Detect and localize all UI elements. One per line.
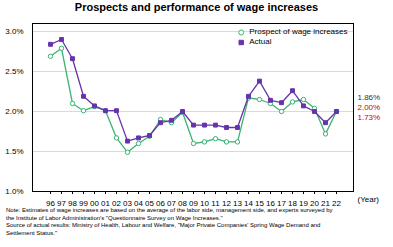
svg-text:1.0%: 1.0%: [5, 187, 23, 196]
svg-text:18: 18: [288, 199, 297, 207]
svg-text:Prospect of wage increases: Prospect of wage increases: [249, 27, 347, 36]
svg-text:10: 10: [200, 199, 209, 207]
svg-text:04: 04: [134, 199, 143, 207]
svg-text:2.0%: 2.0%: [5, 107, 23, 116]
svg-text:98: 98: [68, 199, 77, 207]
svg-text:20: 20: [310, 199, 319, 207]
svg-text:12: 12: [222, 199, 231, 207]
svg-text:01: 01: [101, 199, 110, 207]
svg-text:13: 13: [233, 199, 242, 207]
svg-text:2.5%: 2.5%: [5, 67, 23, 76]
svg-text:1.5%: 1.5%: [5, 147, 23, 156]
svg-text:09: 09: [189, 199, 198, 207]
html-text:Source of actual results: Mini: Source of actual results: Ministry of He…: [6, 222, 321, 228]
svg-text:21: 21: [321, 199, 330, 207]
html-text:Note: Estimates of wage increa: Note: Estimates of wage increases are ba…: [6, 207, 333, 213]
svg-text:02: 02: [112, 199, 121, 207]
svg-text:11: 11: [211, 199, 220, 207]
html-text:the Institute of Labor Adminis: the Institute of Labor Administration's …: [6, 214, 223, 221]
svg-text:3.0%: 3.0%: [5, 27, 23, 36]
svg-text:15: 15: [255, 199, 264, 207]
svg-text:05: 05: [145, 199, 154, 207]
svg-text:2.00%: 2.00%: [358, 103, 381, 112]
svg-text:99: 99: [79, 199, 88, 207]
svg-text:08: 08: [178, 199, 187, 207]
svg-text:07: 07: [167, 199, 176, 207]
svg-text:17: 17: [277, 199, 286, 207]
svg-text:(Year): (Year): [358, 195, 380, 204]
svg-text:97: 97: [57, 199, 66, 207]
svg-text:Actual: Actual: [249, 37, 271, 46]
svg-text:14: 14: [244, 199, 253, 207]
html-text:Settlement Status.": Settlement Status.": [6, 229, 58, 236]
svg-text:1.73%: 1.73%: [358, 113, 381, 122]
svg-text:19: 19: [299, 199, 308, 207]
svg-text:96: 96: [46, 199, 55, 207]
html-text:Prospects and performance of w: Prospects and performance of wage increa…: [74, 1, 319, 13]
svg-text:00: 00: [90, 199, 99, 207]
svg-text:06: 06: [156, 199, 165, 207]
svg-text:22: 22: [332, 199, 341, 207]
svg-text:16: 16: [266, 199, 275, 207]
svg-text:03: 03: [123, 199, 132, 207]
svg-text:1.86%: 1.86%: [358, 93, 381, 102]
